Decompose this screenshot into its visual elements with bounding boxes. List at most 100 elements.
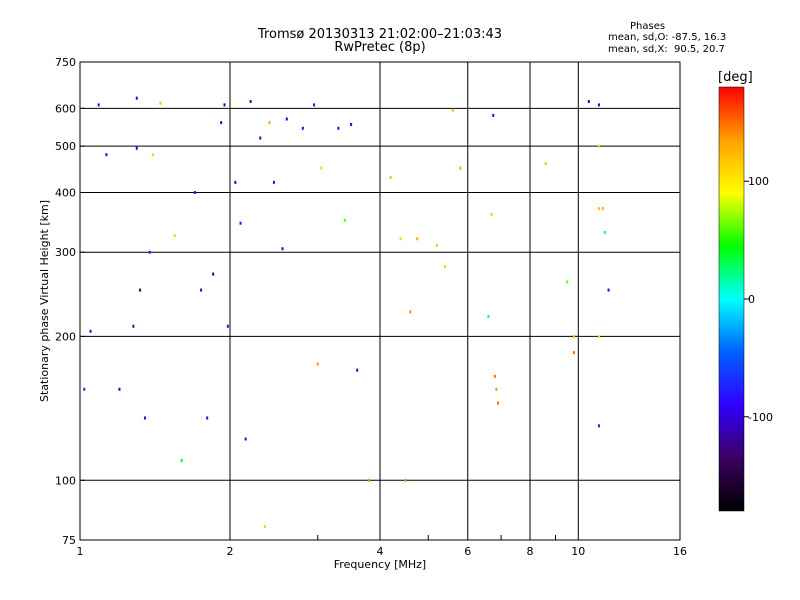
y-tick-label: 100 <box>55 474 76 487</box>
chart-subtitle: RwPretec (8p) <box>334 40 426 55</box>
data-point <box>132 324 135 328</box>
data-point <box>597 103 600 107</box>
data-point <box>544 161 547 165</box>
data-point <box>572 351 575 355</box>
data-point <box>607 288 610 292</box>
data-point <box>97 103 100 107</box>
data-point <box>200 288 203 292</box>
data-point <box>597 424 600 428</box>
data-point <box>597 334 600 338</box>
data-point <box>173 234 176 238</box>
data-point <box>493 374 496 378</box>
x-axis-label: Frequency [MHz] <box>334 558 426 571</box>
y-tick-label: 400 <box>55 186 76 199</box>
data-point <box>367 478 370 482</box>
y-tick-label: 600 <box>55 102 76 115</box>
data-point <box>223 103 226 107</box>
data-point <box>409 310 412 314</box>
data-point <box>451 108 454 112</box>
data-point <box>226 324 229 328</box>
y-tick-label: 75 <box>62 534 76 547</box>
colorbar <box>718 86 745 512</box>
data-point <box>601 207 604 211</box>
data-point <box>337 126 340 130</box>
data-point <box>459 166 462 170</box>
data-point <box>159 101 162 105</box>
plot-frame <box>79 61 681 541</box>
data-point <box>118 387 121 391</box>
phases-o-stats: mean, sd,O: -87.5, 16.3 <box>608 32 727 43</box>
data-point <box>234 180 237 184</box>
data-point <box>180 458 183 462</box>
colorbar-label: [deg] <box>718 70 753 85</box>
data-point <box>143 416 146 420</box>
data-point <box>268 121 271 125</box>
data-point <box>272 180 275 184</box>
data-point <box>135 96 138 100</box>
data-point <box>389 175 392 179</box>
y-axis-label: Stationary phase Virtual Height [km] <box>38 200 51 402</box>
data-point <box>490 212 493 216</box>
colorbar-tick-label: 100 <box>748 175 769 188</box>
grid-lines <box>80 62 680 540</box>
data-point <box>263 525 266 529</box>
data-point <box>316 362 319 366</box>
phases-x-stats: mean, sd,X: 90.5, 20.7 <box>608 44 725 55</box>
data-point <box>139 288 142 292</box>
x-tick-label: 10 <box>571 545 585 558</box>
data-point <box>603 230 606 234</box>
data-point <box>443 265 446 269</box>
y-tick-label: 500 <box>55 140 76 153</box>
data-point <box>313 103 316 107</box>
data-point <box>320 166 323 170</box>
data-point <box>496 401 499 405</box>
y-tick-label: 200 <box>55 330 76 343</box>
data-point <box>259 136 262 140</box>
data-point <box>350 123 353 127</box>
data-point <box>89 329 92 333</box>
data-point <box>587 100 590 104</box>
data-point <box>83 387 86 391</box>
data-point <box>220 121 223 125</box>
data-point <box>239 221 242 225</box>
data-point <box>148 250 151 254</box>
data-point <box>343 218 346 222</box>
x-tick-label: 6 <box>464 545 471 558</box>
data-point <box>572 334 575 338</box>
data-point <box>244 437 247 441</box>
x-tick-label: 1 <box>77 545 84 558</box>
colorbar-tick-label: 0 <box>748 293 755 306</box>
data-point <box>492 113 495 117</box>
y-tick-label: 750 <box>55 56 76 69</box>
data-point <box>285 117 288 121</box>
data-point <box>404 478 407 482</box>
x-tick-label: 8 <box>527 545 534 558</box>
data-point <box>135 146 138 150</box>
data-point <box>151 153 154 157</box>
colorbar-ticks: 100 0 -100 <box>744 175 773 424</box>
x-tick-label: 2 <box>227 545 234 558</box>
data-point <box>193 190 196 194</box>
data-point <box>597 144 600 148</box>
data-point <box>206 416 209 420</box>
x-tick-label: 4 <box>377 545 384 558</box>
data-point <box>105 153 108 157</box>
data-point <box>597 207 600 211</box>
data-point <box>281 247 284 251</box>
data-point <box>435 243 438 247</box>
colorbar-tick-label: -100 <box>748 411 773 424</box>
data-point <box>566 280 569 284</box>
data-point <box>495 387 498 391</box>
data-point <box>301 126 304 130</box>
data-point <box>399 237 402 241</box>
y-axis: 75 100 200 300 400 500 600 750 <box>55 56 85 547</box>
data-point <box>356 368 359 372</box>
data-point <box>212 272 215 276</box>
data-points <box>83 96 610 529</box>
data-point <box>416 237 419 241</box>
chart-title: Tromsø 20130313 21:02:00–21:03:43 <box>257 27 503 42</box>
data-point <box>249 100 252 104</box>
y-tick-label: 300 <box>55 246 76 259</box>
x-tick-label: 16 <box>673 545 687 558</box>
